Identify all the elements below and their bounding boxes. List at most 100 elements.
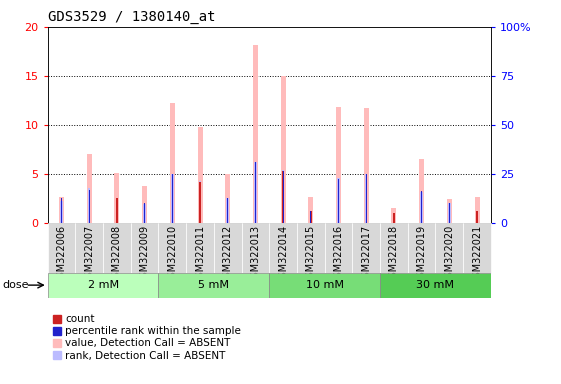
FancyBboxPatch shape [380, 273, 491, 298]
Bar [227, 198, 229, 223]
Bar [421, 191, 422, 223]
Bar [476, 212, 479, 223]
FancyBboxPatch shape [75, 223, 103, 273]
Bar [476, 211, 478, 223]
Bar [419, 159, 424, 223]
Text: GSM322017: GSM322017 [361, 225, 371, 285]
Bar [475, 197, 480, 223]
Text: GSM322015: GSM322015 [306, 225, 316, 285]
Bar [89, 190, 90, 223]
Bar [310, 211, 311, 223]
FancyBboxPatch shape [131, 223, 159, 273]
Bar [366, 174, 367, 223]
Bar [142, 187, 147, 223]
Text: GSM322006: GSM322006 [57, 225, 67, 284]
Bar [420, 192, 423, 223]
Bar [61, 198, 62, 223]
Text: GDS3529 / 1380140_at: GDS3529 / 1380140_at [48, 10, 215, 25]
Bar [309, 197, 314, 223]
Bar [116, 198, 118, 223]
Bar [310, 211, 312, 223]
Bar [254, 162, 257, 223]
Bar [60, 201, 63, 223]
FancyBboxPatch shape [463, 223, 491, 273]
Bar [338, 179, 339, 223]
Text: dose: dose [3, 280, 29, 290]
Text: GSM322019: GSM322019 [417, 225, 426, 284]
Bar [61, 198, 62, 223]
FancyBboxPatch shape [325, 223, 352, 273]
FancyBboxPatch shape [48, 273, 159, 298]
FancyBboxPatch shape [214, 223, 242, 273]
Bar [282, 171, 284, 223]
Text: GSM322016: GSM322016 [334, 225, 343, 284]
Bar [172, 174, 173, 223]
Bar [449, 203, 450, 223]
Bar [89, 190, 90, 223]
Text: 5 mM: 5 mM [199, 280, 229, 290]
Bar [364, 108, 369, 223]
Bar [336, 107, 341, 223]
Bar [393, 213, 394, 223]
Bar [144, 204, 146, 223]
Bar [310, 211, 311, 223]
FancyBboxPatch shape [103, 223, 131, 273]
Bar [282, 170, 284, 223]
Bar [448, 203, 450, 223]
Bar [199, 182, 201, 223]
Text: GSM322012: GSM322012 [223, 225, 233, 285]
Text: GSM322013: GSM322013 [250, 225, 260, 284]
Text: 2 mM: 2 mM [88, 280, 118, 290]
Bar [253, 45, 258, 223]
Bar [365, 174, 367, 223]
Bar [338, 179, 339, 223]
Bar [197, 127, 203, 223]
Legend: count, percentile rank within the sample, value, Detection Call = ABSENT, rank, : count, percentile rank within the sample… [53, 314, 241, 361]
Bar [393, 213, 395, 223]
Bar [88, 189, 90, 223]
Bar [255, 162, 256, 223]
FancyBboxPatch shape [269, 273, 380, 298]
Text: GSM322014: GSM322014 [278, 225, 288, 284]
Bar [421, 191, 422, 223]
FancyBboxPatch shape [159, 273, 269, 298]
Bar [225, 174, 230, 223]
Bar [59, 197, 64, 223]
Bar [280, 76, 286, 223]
Bar [337, 178, 340, 223]
FancyBboxPatch shape [269, 223, 297, 273]
Text: GSM322009: GSM322009 [140, 225, 150, 284]
Text: 30 mM: 30 mM [416, 280, 454, 290]
Bar [447, 199, 452, 223]
Text: GSM322010: GSM322010 [167, 225, 177, 284]
Text: 10 mM: 10 mM [306, 280, 344, 290]
Text: GSM322007: GSM322007 [84, 225, 94, 285]
FancyBboxPatch shape [297, 223, 325, 273]
Bar [114, 173, 119, 223]
FancyBboxPatch shape [242, 223, 269, 273]
Bar [227, 198, 228, 223]
Text: GSM322021: GSM322021 [472, 225, 482, 285]
FancyBboxPatch shape [408, 223, 435, 273]
Bar [449, 203, 450, 223]
FancyBboxPatch shape [186, 223, 214, 273]
FancyBboxPatch shape [352, 223, 380, 273]
FancyBboxPatch shape [159, 223, 186, 273]
Bar [172, 174, 173, 223]
Bar [255, 162, 256, 223]
Text: GSM322008: GSM322008 [112, 225, 122, 284]
FancyBboxPatch shape [48, 223, 75, 273]
FancyBboxPatch shape [435, 223, 463, 273]
Bar [393, 213, 394, 223]
Text: GSM322011: GSM322011 [195, 225, 205, 284]
Bar [366, 174, 367, 223]
Text: GSM322018: GSM322018 [389, 225, 399, 284]
Bar [116, 199, 118, 223]
Bar [199, 180, 201, 223]
Bar [392, 208, 397, 223]
Bar [171, 174, 173, 223]
Bar [170, 103, 175, 223]
Bar [87, 154, 92, 223]
Bar [144, 203, 145, 223]
Bar [144, 203, 145, 223]
